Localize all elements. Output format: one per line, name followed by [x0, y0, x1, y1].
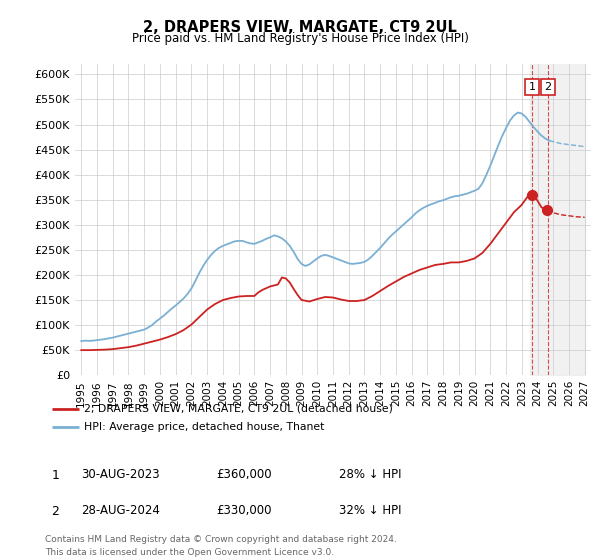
Text: 2, DRAPERS VIEW, MARGATE, CT9 2UL (detached house): 2, DRAPERS VIEW, MARGATE, CT9 2UL (detac…	[84, 404, 392, 414]
Text: 28% ↓ HPI: 28% ↓ HPI	[339, 468, 401, 482]
Text: £360,000: £360,000	[216, 468, 272, 482]
Text: 32% ↓ HPI: 32% ↓ HPI	[339, 504, 401, 517]
Text: HPI: Average price, detached house, Thanet: HPI: Average price, detached house, Than…	[84, 422, 324, 432]
Text: 1: 1	[51, 469, 59, 482]
Text: Price paid vs. HM Land Registry's House Price Index (HPI): Price paid vs. HM Land Registry's House …	[131, 32, 469, 45]
Text: 28-AUG-2024: 28-AUG-2024	[81, 504, 160, 517]
Text: Contains HM Land Registry data © Crown copyright and database right 2024.
This d: Contains HM Land Registry data © Crown c…	[45, 535, 397, 557]
Text: 1: 1	[529, 82, 536, 92]
Text: 2: 2	[544, 82, 551, 92]
Text: 30-AUG-2023: 30-AUG-2023	[81, 468, 160, 482]
Text: 2: 2	[51, 505, 59, 518]
Text: £330,000: £330,000	[216, 504, 271, 517]
Text: 2, DRAPERS VIEW, MARGATE, CT9 2UL: 2, DRAPERS VIEW, MARGATE, CT9 2UL	[143, 20, 457, 35]
